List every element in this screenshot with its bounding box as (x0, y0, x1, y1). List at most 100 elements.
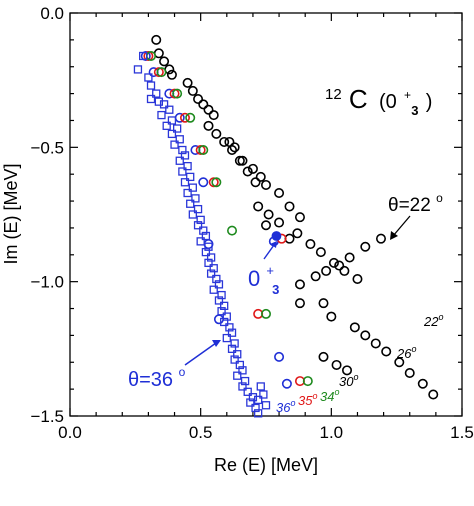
black-circle-point (326, 311, 337, 322)
black-circle-point (344, 252, 355, 263)
deg-36-degree: o (290, 398, 295, 408)
green-circle-point (185, 112, 196, 123)
deg-35-label: 35o (298, 391, 317, 408)
blue-square-point (146, 81, 156, 90)
title-state-sub: 3 (411, 103, 418, 118)
blue-square-point (222, 333, 231, 343)
green-circle-point (211, 177, 222, 188)
data-marks (133, 34, 439, 418)
blue-square-point (199, 226, 208, 235)
black-circle-point (203, 104, 214, 115)
black-circle-point (151, 34, 162, 45)
black-circle-point (375, 233, 386, 244)
blue-square-point (206, 269, 216, 278)
blue-square-point (201, 231, 211, 241)
blue-square-point (235, 360, 245, 370)
resonance-point (271, 231, 282, 241)
blue-square-point (191, 194, 200, 203)
black-circle-point (198, 99, 209, 110)
deg-35-text: 35 (298, 393, 313, 408)
black-circle-point (253, 201, 264, 212)
deg-22-label: 22o (423, 312, 443, 329)
black-circle-point (229, 142, 240, 153)
theta-22-arrowhead (390, 231, 398, 240)
blue-square-point (227, 328, 237, 337)
theta-22-arrow (392, 215, 411, 237)
plot-frame (69, 12, 463, 417)
blue-square-point (254, 409, 263, 418)
black-circle-point (187, 85, 198, 96)
green-circle-point (172, 88, 183, 99)
deg-26-text: 26 (396, 346, 412, 361)
black-circle-point (224, 136, 235, 147)
blue-square-point (193, 204, 203, 214)
x-tick-labels: 0.0 0.5 1.0 1.5 (58, 423, 474, 442)
theta-36-arrow (184, 342, 217, 366)
black-circle-point (394, 357, 405, 368)
x-axis-label: Re (E) [MeV] (214, 455, 318, 475)
blue-square-point (230, 355, 239, 364)
blue-square-point (238, 382, 247, 391)
theta-22-text: θ=22 (388, 195, 431, 216)
blue-square-point (196, 215, 205, 225)
green-circle-point (227, 225, 238, 236)
y-tick-label: −1.5 (30, 407, 64, 426)
blue-square-point (193, 221, 203, 230)
blue-square-point (204, 242, 213, 251)
blue-square-point (233, 350, 242, 359)
x-tick-label: 0.5 (189, 423, 213, 442)
y-axis-label: Im (E) [MeV] (1, 163, 21, 264)
blue-square-point (180, 151, 190, 160)
theta-22-label: θ=22 o (388, 191, 443, 216)
title-state-sup: + (404, 88, 411, 102)
blue-square-point (256, 382, 265, 391)
y-tick-label: 0.0 (40, 4, 64, 23)
blue-square-point (246, 398, 255, 407)
blue-square-point (206, 253, 216, 262)
black-circle-point (247, 163, 258, 174)
black-circle-point (315, 247, 326, 258)
blue-square-point (259, 390, 268, 399)
title-nucleus: C (349, 84, 368, 114)
black-circle-point (318, 351, 329, 362)
black-circle-point (242, 166, 253, 177)
blue-square-point (146, 94, 156, 104)
deg-22-text: 22 (423, 314, 439, 329)
y-tick-label: −1.0 (30, 273, 64, 292)
black-circle-point (237, 155, 248, 166)
black-circle-point (360, 330, 371, 341)
black-circle-point (370, 338, 381, 349)
blue-square-point (170, 140, 179, 149)
blue-square-point (201, 247, 211, 257)
blue-square-point (240, 376, 250, 386)
black-circle-point (331, 359, 342, 370)
deg-34-text: 34 (320, 389, 334, 404)
blue-square-point (159, 100, 169, 109)
blue-square-point (261, 401, 271, 410)
green-circle-point (302, 376, 313, 387)
black-circle-point (294, 298, 305, 309)
blue-square-point (204, 258, 213, 268)
blue-square-point (222, 312, 231, 321)
black-circle-point (250, 177, 261, 188)
deg-30-text: 30 (339, 374, 354, 389)
blue-circle-point (198, 177, 209, 188)
black-circle-point (274, 217, 285, 228)
blue-circle-point (281, 378, 292, 389)
theta-36-label: θ=36 o (128, 365, 186, 391)
blue-square-point (162, 121, 171, 130)
black-circle-point (360, 241, 371, 252)
blue-square-point (233, 371, 242, 380)
deg-36-text: 36 (276, 400, 291, 415)
black-circle-point (166, 69, 177, 80)
black-circle-point (263, 209, 274, 220)
blue-square-point (175, 156, 184, 165)
black-circle-point (334, 260, 345, 271)
blue-square-point (186, 172, 195, 182)
theta-36-arrowhead (212, 340, 221, 347)
state-arrow (263, 244, 275, 260)
blue-square-point (214, 296, 224, 305)
blue-square-point (133, 65, 143, 74)
axis-ticks (69, 12, 463, 417)
black-circle-point (294, 279, 305, 290)
